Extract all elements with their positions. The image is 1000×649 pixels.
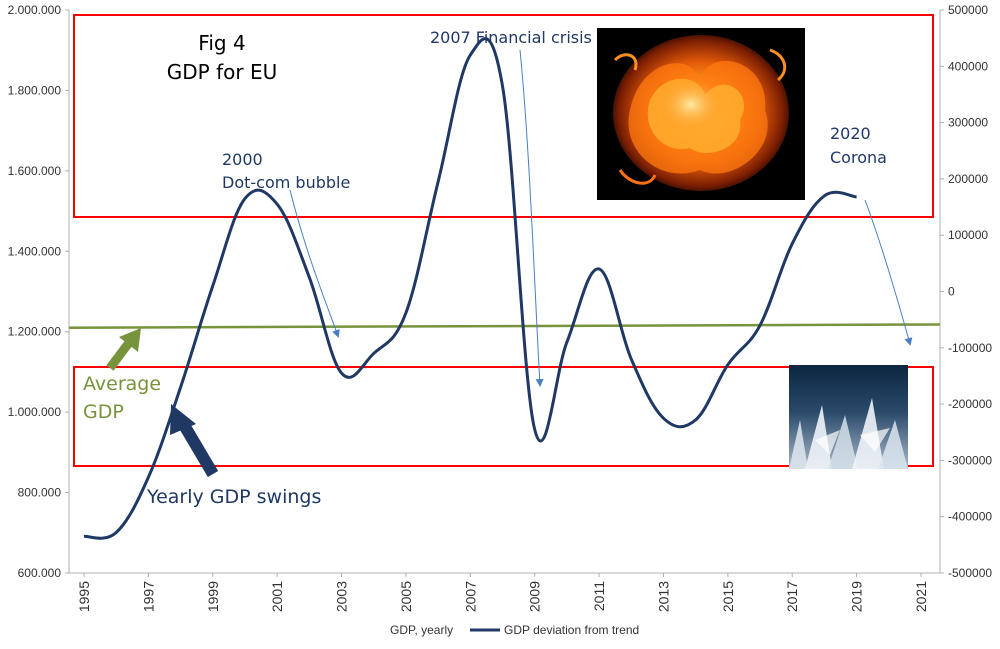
legend-gdp-deviation: GDP deviation from trend <box>504 623 639 637</box>
yearly-swings-arrow-icon <box>170 404 219 478</box>
bust-highlight-box <box>73 366 934 467</box>
fire-image <box>597 28 805 200</box>
annotation-crisis-label: 2007 Financial crisis <box>430 28 592 47</box>
x-ticks: 1995 1997 1999 2001 2003 2005 2007 2009 2011 2013… <box>76 573 929 612</box>
right-y-tick-label: 200000 <box>948 172 988 186</box>
boom-highlight-box <box>73 14 934 218</box>
x-tick-label: 2007 <box>462 581 478 612</box>
gdp-yearly-line <box>68 323 941 329</box>
ice-image <box>789 365 908 469</box>
x-tick-label: 1995 <box>76 581 92 612</box>
x-tick-label: 2009 <box>527 581 543 612</box>
x-tick-label: 1997 <box>140 581 156 612</box>
x-tick-label: 2019 <box>849 581 865 612</box>
x-tick-label: 1999 <box>205 581 221 612</box>
right-y-tick-label: 0 <box>948 285 955 299</box>
right-y-tick-label: -400000 <box>948 510 992 524</box>
average-gdp-label-line1: Average <box>83 373 161 395</box>
right-y-tick-label: 500000 <box>948 3 988 17</box>
left-y-ticks: 600.000 800.000 1.000.000 1.200.000 1.400.00… <box>8 3 69 580</box>
annotation-corona-label: Corona <box>830 148 887 167</box>
left-y-tick-label: 1.600.000 <box>8 164 62 178</box>
x-tick-label: 2015 <box>720 581 736 612</box>
annotation-dotcom-year: 2000 <box>222 150 263 169</box>
crisis-arrow <box>519 49 544 387</box>
annotation-corona-year: 2020 <box>830 124 871 143</box>
left-y-tick-label: 1.000.000 <box>8 405 62 419</box>
left-y-tick-label: 1.200.000 <box>8 325 62 339</box>
x-tick-label: 2013 <box>655 581 671 612</box>
right-y-tick-label: -100000 <box>948 341 992 355</box>
gdp-deviation-line <box>83 37 857 540</box>
left-y-tick-label: 800.000 <box>18 486 62 500</box>
legend-gdp-yearly: GDP, yearly <box>390 623 453 637</box>
x-tick-label: 2001 <box>269 581 285 612</box>
x-tick-label: 2021 <box>913 581 929 612</box>
right-y-tick-label: 400000 <box>948 59 988 73</box>
right-y-tick-label: -500000 <box>948 566 992 580</box>
x-tick-label: 2017 <box>784 581 800 612</box>
right-y-tick-label: -200000 <box>948 397 992 411</box>
x-tick-label: 2011 <box>591 581 607 611</box>
average-gdp-label-line2: GDP <box>83 401 124 423</box>
left-y-tick-label: 2.000.000 <box>8 3 62 17</box>
left-y-tick-label: 1.400.000 <box>8 244 62 258</box>
dotcom-arrow <box>289 189 340 338</box>
right-y-tick-label: -300000 <box>948 453 992 467</box>
chart-title-line1: Fig 4 <box>198 31 245 55</box>
annotation-dotcom-label: Dot-com bubble <box>222 173 350 192</box>
left-y-tick-label: 600.000 <box>18 566 62 580</box>
right-y-tick-label: 100000 <box>948 228 988 242</box>
left-y-tick-label: 1.800.000 <box>8 83 62 97</box>
corona-arrow <box>864 199 913 346</box>
legend: GDP, yearly GDP deviation from trend <box>390 623 639 637</box>
x-tick-label: 2005 <box>398 581 414 612</box>
right-y-tick-label: 300000 <box>948 116 988 130</box>
chart-title-line2: GDP for EU <box>167 60 277 84</box>
right-y-ticks: 500000 400000 300000 200000 100000 0 -100000 -2… <box>940 3 992 580</box>
yearly-swings-label: Yearly GDP swings <box>146 486 321 508</box>
x-tick-label: 2003 <box>334 581 350 612</box>
average-gdp-arrow-icon <box>106 328 141 371</box>
